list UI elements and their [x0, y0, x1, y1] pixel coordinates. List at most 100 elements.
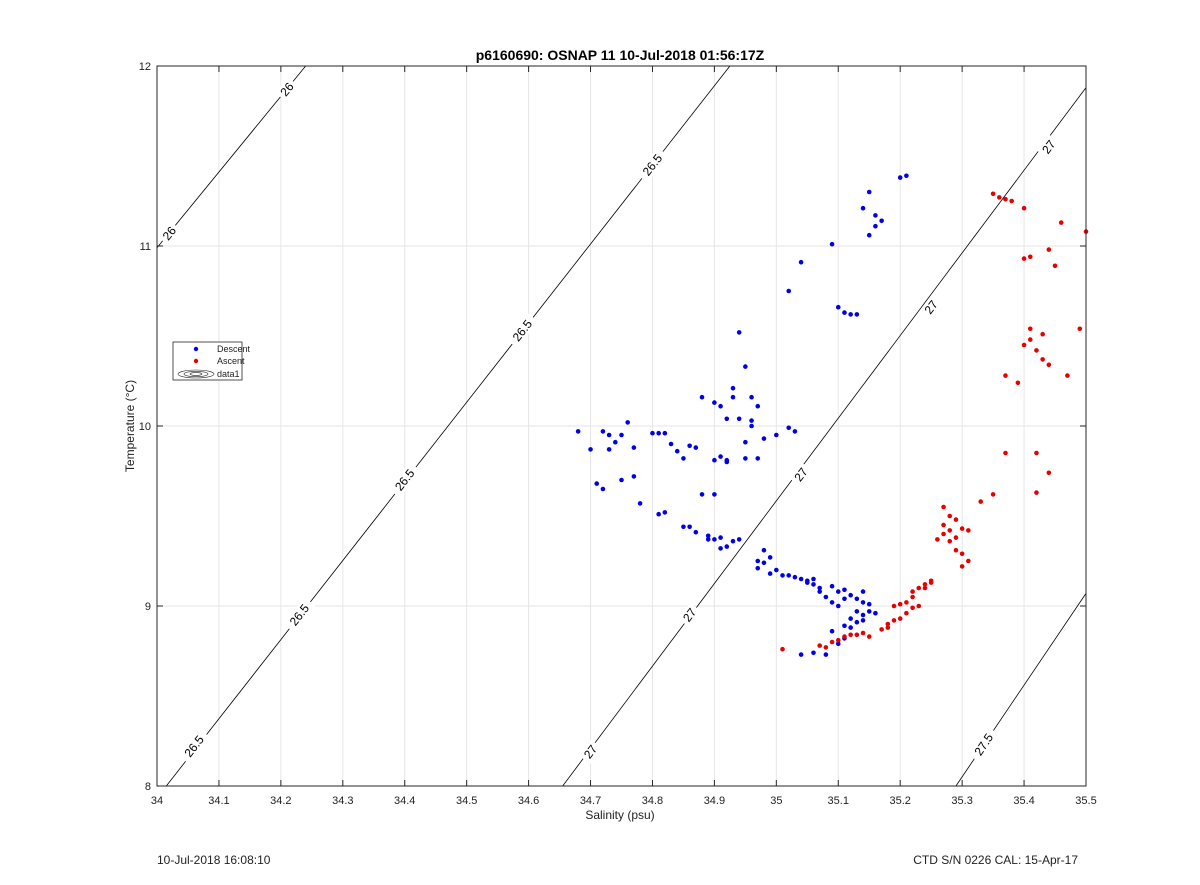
- data-point: [743, 456, 748, 461]
- data-point: [792, 429, 798, 434]
- data-point: [953, 535, 959, 540]
- data-point: [891, 603, 897, 609]
- data-point: [767, 571, 773, 576]
- data-point: [860, 589, 866, 594]
- data-point: [712, 537, 717, 542]
- data-point: [904, 600, 909, 605]
- data-point: [699, 492, 705, 497]
- data-point: [588, 447, 593, 452]
- data-point: [749, 394, 754, 400]
- data-point: [904, 610, 909, 616]
- data-point: [693, 529, 699, 535]
- data-point: [724, 544, 730, 549]
- x-tick-label: 34.7: [580, 795, 601, 807]
- x-tick-label: 34.3: [332, 795, 353, 807]
- data-point: [860, 618, 866, 623]
- data-point: [1058, 220, 1064, 225]
- data-point: [842, 634, 847, 639]
- data-point: [1034, 450, 1039, 456]
- data-point: [693, 445, 699, 450]
- chart-title: p6160690: OSNAP 11 10-Jul-2018 01:56:17Z: [476, 47, 765, 63]
- footer-ctd-info: CTD S/N 0226 CAL: 15-Apr-17: [913, 853, 1078, 867]
- data-point: [879, 218, 884, 224]
- x-tick-label: 35.1: [828, 795, 849, 807]
- legend-descent-marker: [193, 346, 199, 352]
- data-point: [1009, 198, 1014, 204]
- data-point: [854, 312, 860, 317]
- data-point: [848, 592, 853, 598]
- data-point: [897, 175, 903, 180]
- data-point: [866, 189, 872, 195]
- data-point: [866, 634, 872, 639]
- axis-ticks: 34 34.1 34.2 34.3 34.4 34.5 34.6 34.7 34.8 34.9 35…: [139, 61, 1097, 807]
- data-point: [817, 585, 822, 591]
- data-point: [718, 535, 723, 540]
- data-point: [736, 416, 742, 422]
- data-point: [600, 486, 606, 492]
- data-point: [687, 443, 692, 449]
- data-point: [674, 448, 680, 454]
- x-tick-label: 34.5: [456, 795, 477, 807]
- data-point: [1034, 348, 1039, 353]
- data-point: [681, 524, 686, 530]
- data-point: [854, 619, 860, 625]
- data-point: [817, 589, 822, 594]
- data-point: [625, 420, 630, 425]
- data-point: [730, 538, 736, 544]
- data-point: [953, 547, 959, 553]
- data-point: [941, 522, 946, 528]
- data-point: [848, 616, 853, 621]
- data-point: [941, 531, 946, 537]
- data-point: [947, 538, 953, 544]
- data-point: [885, 621, 891, 627]
- data-point: [656, 430, 661, 436]
- x-tick-label: 34.1: [208, 795, 229, 807]
- data-point: [575, 429, 581, 434]
- legend[interactable]: Descent Ascent data1: [172, 341, 251, 381]
- data-point: [718, 454, 723, 459]
- data-point: [631, 474, 637, 479]
- data-point: [681, 456, 686, 461]
- data-point: [811, 650, 816, 656]
- contour-label: 27: [919, 294, 943, 320]
- x-tick-label: 34.6: [518, 795, 539, 807]
- data-point: [996, 195, 1002, 200]
- data-point: [885, 625, 891, 630]
- data-point: [761, 436, 767, 441]
- x-tick-label: 35.5: [1075, 795, 1096, 807]
- data-point: [780, 573, 785, 578]
- data-point: [668, 441, 674, 447]
- legend-box: [172, 341, 243, 381]
- data-point: [947, 513, 953, 519]
- data-point: [1040, 357, 1045, 362]
- data-point: [1046, 247, 1052, 252]
- y-tick-label: 11: [140, 241, 151, 253]
- legend-contour-icon: [177, 369, 215, 379]
- data-point: [990, 191, 996, 197]
- data-point: [749, 418, 754, 423]
- data-point: [1027, 326, 1033, 332]
- x-tick-label: 34.8: [642, 795, 663, 807]
- data-point: [860, 600, 866, 605]
- data-point: [860, 612, 866, 618]
- data-point: [718, 546, 723, 551]
- contour-label: 26: [157, 221, 182, 246]
- contour-label: 27: [578, 739, 603, 765]
- data-point: [724, 416, 730, 422]
- data-point: [761, 560, 767, 566]
- data-point: [619, 432, 624, 438]
- data-point: [1052, 263, 1058, 269]
- contour-label: 26: [275, 77, 299, 102]
- data-point: [916, 603, 922, 609]
- data-point: [743, 439, 748, 445]
- data-point: [959, 564, 965, 569]
- y-axis-label: Temperature (°C): [123, 380, 137, 472]
- data-point: [1077, 326, 1083, 332]
- data-point: [935, 537, 940, 542]
- data-point: [922, 585, 928, 591]
- data-point: [786, 425, 792, 431]
- data-point: [860, 630, 866, 636]
- data-point: [637, 501, 643, 506]
- data-point: [805, 580, 810, 585]
